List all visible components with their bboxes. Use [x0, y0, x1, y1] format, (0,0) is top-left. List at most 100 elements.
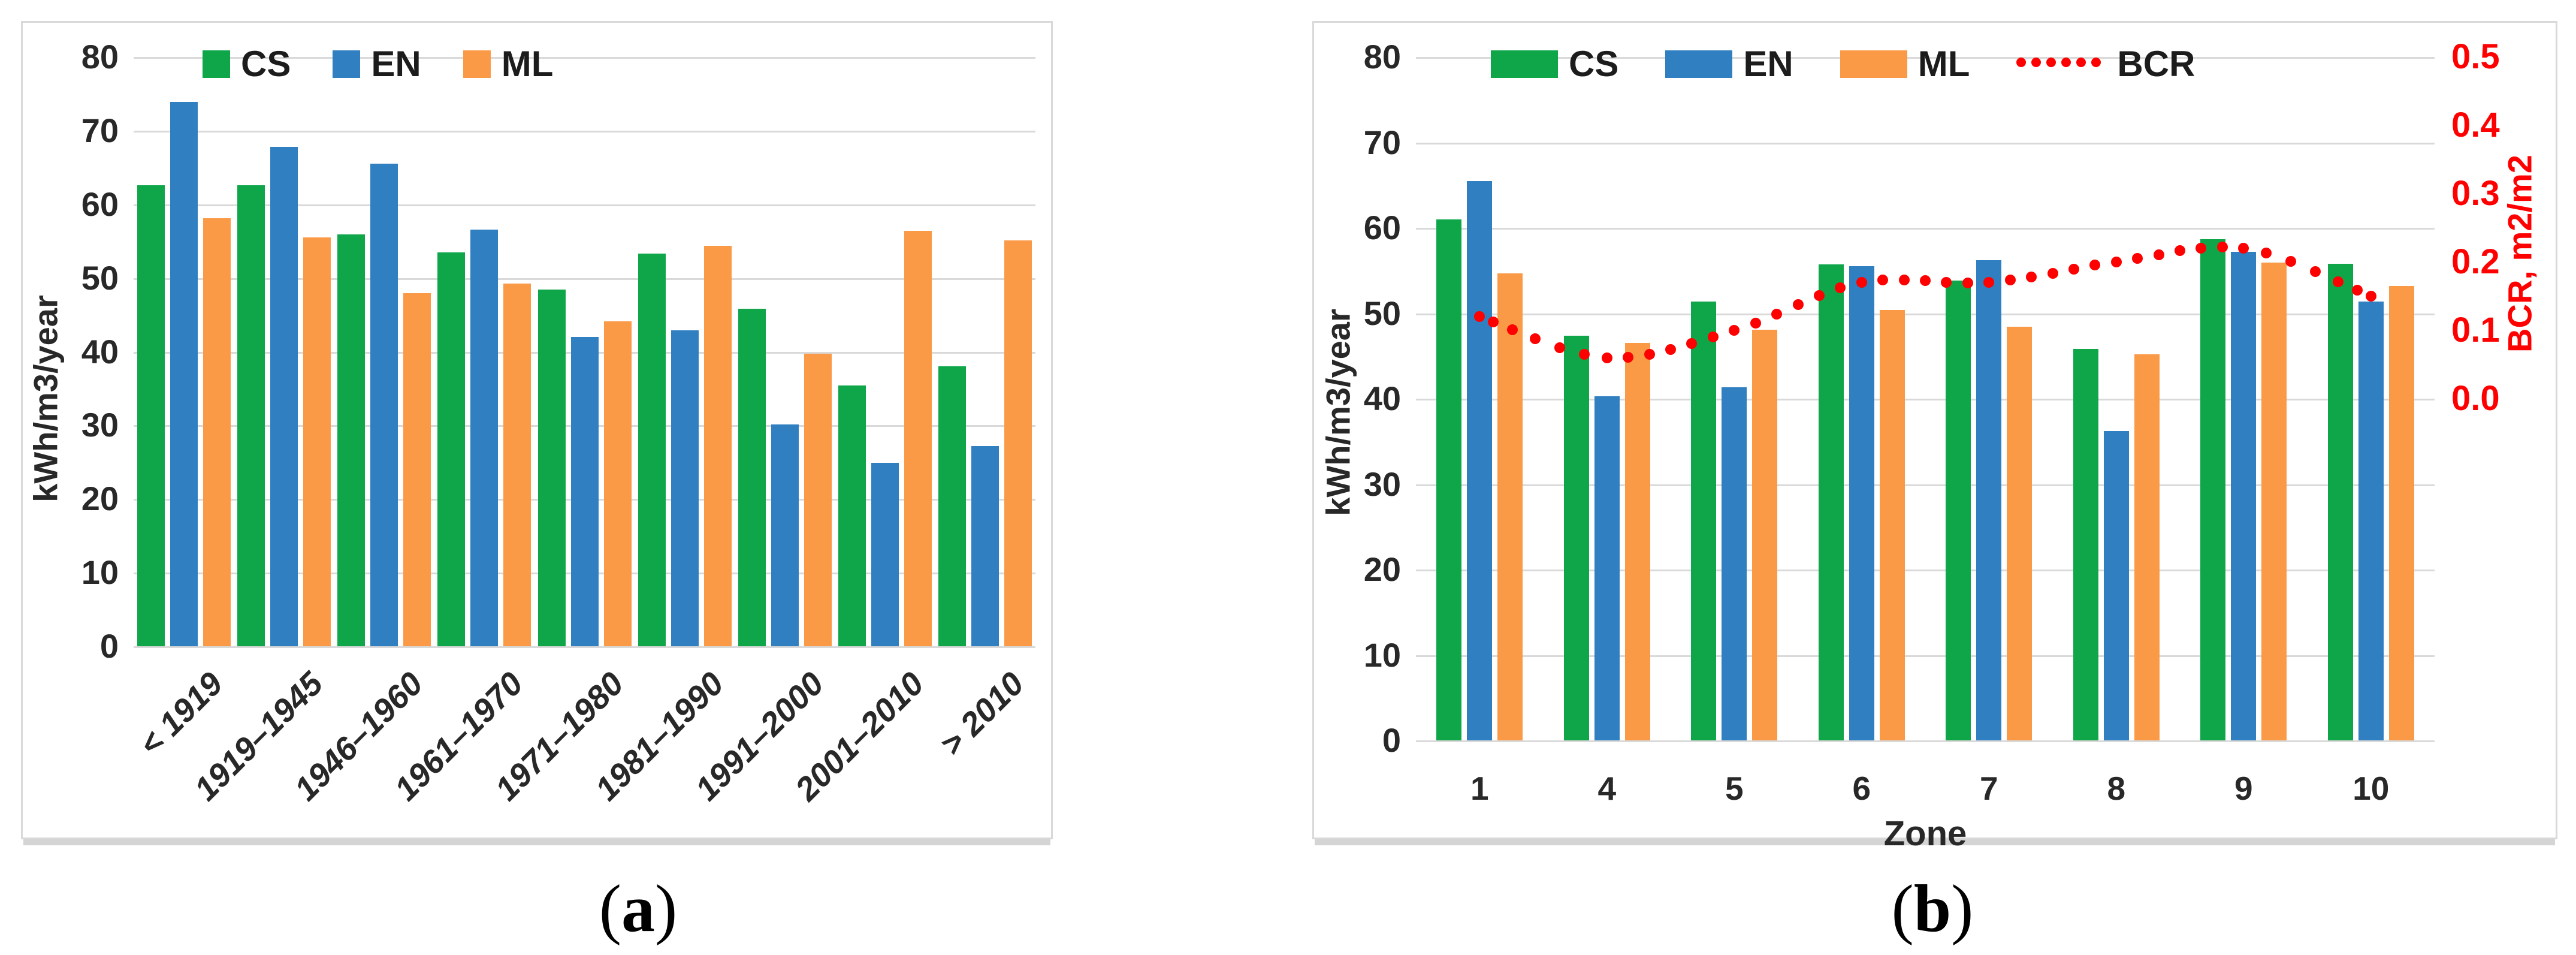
y-tick-label: 10 [1363, 635, 1401, 674]
bar-ml-4 [2007, 327, 2033, 740]
right-axis-tick-label: 0.5 [2451, 37, 2500, 76]
x-tick-label-7: 9 [2234, 770, 2253, 807]
x-tick-label-6: 1981–1990 [587, 664, 731, 808]
legend-dot [2031, 58, 2042, 67]
bar-en-5 [671, 330, 699, 646]
y-tick-label: 40 [1363, 379, 1401, 417]
bar-cs-0 [137, 185, 165, 646]
caption-a-close: ) [655, 872, 678, 946]
gridline-y-0 [1416, 740, 2435, 742]
bar-ml-6 [2261, 263, 2287, 740]
legend-label: CS [241, 44, 291, 84]
bcr-line-dot [2089, 260, 2101, 271]
bar-en-6 [771, 424, 799, 646]
caption-b-letter: b [1913, 872, 1952, 946]
subfigure-caption-a: (a) [599, 870, 678, 948]
y-tick-label: 0 [1382, 721, 1401, 759]
bcr-line-dot [2351, 285, 2363, 296]
legend-swatch-icon-cs [1491, 50, 1558, 78]
y-tick-label: 60 [81, 185, 119, 223]
legend-label: ML [1917, 44, 1970, 84]
bar-ml-4 [603, 321, 632, 646]
bcr-line-dot [2068, 263, 2079, 275]
bar-cs-4 [537, 290, 566, 646]
x-tick-label-2: 1919–1945 [186, 664, 330, 808]
bar-ml-0 [1497, 273, 1523, 740]
bcr-line-dot [2153, 249, 2164, 260]
legend-item-ml: ML [463, 43, 554, 85]
bar-cs-4 [1946, 281, 1971, 740]
caption-b-open: ( [1891, 872, 1914, 946]
y-tick-label: 20 [81, 480, 119, 518]
bar-cs-7 [2327, 263, 2353, 740]
bcr-line-dot [1941, 276, 1952, 288]
chart-panel-b: 80 70 60 50 40 30 20 10 0 kWh/m3/year 1 4 5 6 7 8 9 10 Zon… [1312, 21, 2557, 853]
bcr-line-dot [1474, 311, 1485, 323]
y-tick-label: 70 [1363, 123, 1401, 161]
legend-swatch-icon-cs [203, 50, 230, 78]
bcr-line-dot [2175, 245, 2185, 257]
legend: CS EN ML [203, 43, 553, 85]
y-tick-label: 10 [81, 553, 119, 592]
legend-label: EN [1743, 44, 1793, 84]
legend: CS EN ML BCR [1491, 43, 2195, 85]
right-axis-tick-label: 0.0 [2451, 379, 2500, 418]
bar-ml-1 [1624, 343, 1650, 740]
subfigure-caption-b: (b) [1892, 870, 1974, 948]
bar-ml-1 [303, 237, 331, 646]
bar-ml-7 [2388, 285, 2414, 740]
bcr-line-dot [1488, 316, 1499, 327]
bar-ml-0 [203, 218, 231, 646]
bar-en-4 [570, 336, 599, 646]
bcr-line-dot [2285, 256, 2296, 267]
y-tick-label: 50 [1363, 294, 1401, 332]
gridline-y-50 [134, 278, 1035, 280]
bcr-line-dot [1644, 349, 1655, 360]
gridline-y-70 [1416, 142, 2435, 144]
right-axis-tick-label: 0.3 [2451, 174, 2500, 213]
gridline-y-10 [1416, 655, 2435, 657]
x-axis-title: Zone [1883, 814, 1967, 853]
legend-dot [2061, 58, 2071, 67]
bar-cs-3 [1818, 264, 1844, 740]
bar-cs-1 [237, 185, 265, 646]
bcr-line-dot [2110, 257, 2122, 267]
y-tick-label: 20 [1363, 550, 1401, 588]
bcr-line-dot [1507, 324, 1518, 336]
bcr-line-dot [1686, 338, 1698, 349]
bcr-line-dot [1792, 299, 1804, 311]
right-axis-tick-label: 0.1 [2451, 311, 2500, 350]
y-tick-label: 80 [81, 38, 119, 76]
bcr-line-dot [1983, 277, 1995, 288]
bcr-line-dot [2132, 253, 2143, 264]
bar-en-7 [871, 463, 899, 646]
y-tick-label: 50 [81, 258, 119, 297]
x-tick-label-3: 5 [1725, 770, 1744, 807]
y-tick-label: 30 [1363, 465, 1401, 503]
legend-label: CS [1569, 44, 1619, 84]
y-axis-title: kWh/m3/year [26, 295, 65, 502]
bcr-line-dot [2026, 271, 2037, 282]
bcr-line-dot [2309, 266, 2321, 277]
bar-cs-6 [738, 309, 766, 646]
right-axis-tick-label: 0.4 [2451, 106, 2500, 144]
caption-a-open: ( [599, 872, 621, 946]
bar-cs-0 [1436, 219, 1462, 740]
x-tick-label-7: 1991–2000 [687, 664, 831, 808]
y-axis-title: kWh/m3/year [1319, 309, 1357, 516]
bcr-line-dot [2216, 241, 2228, 252]
bar-en-4 [1976, 260, 2002, 740]
gridline-y-70 [134, 130, 1035, 132]
gridline-y-80 [134, 57, 1035, 59]
legend-swatch-icon-en [333, 50, 361, 78]
bcr-line-dot [1856, 277, 1867, 288]
legend-label: ML [501, 44, 554, 84]
y-tick-label: 40 [81, 332, 119, 370]
bcr-line-dot [1665, 344, 1676, 356]
bar-ml-2 [403, 293, 431, 646]
bar-en-1 [1594, 396, 1620, 740]
x-tick-label-1: 1 [1470, 770, 1489, 807]
x-tick-label-4: 6 [1852, 770, 1871, 807]
bar-cs-8 [938, 366, 967, 646]
bar-cs-1 [1563, 335, 1589, 740]
